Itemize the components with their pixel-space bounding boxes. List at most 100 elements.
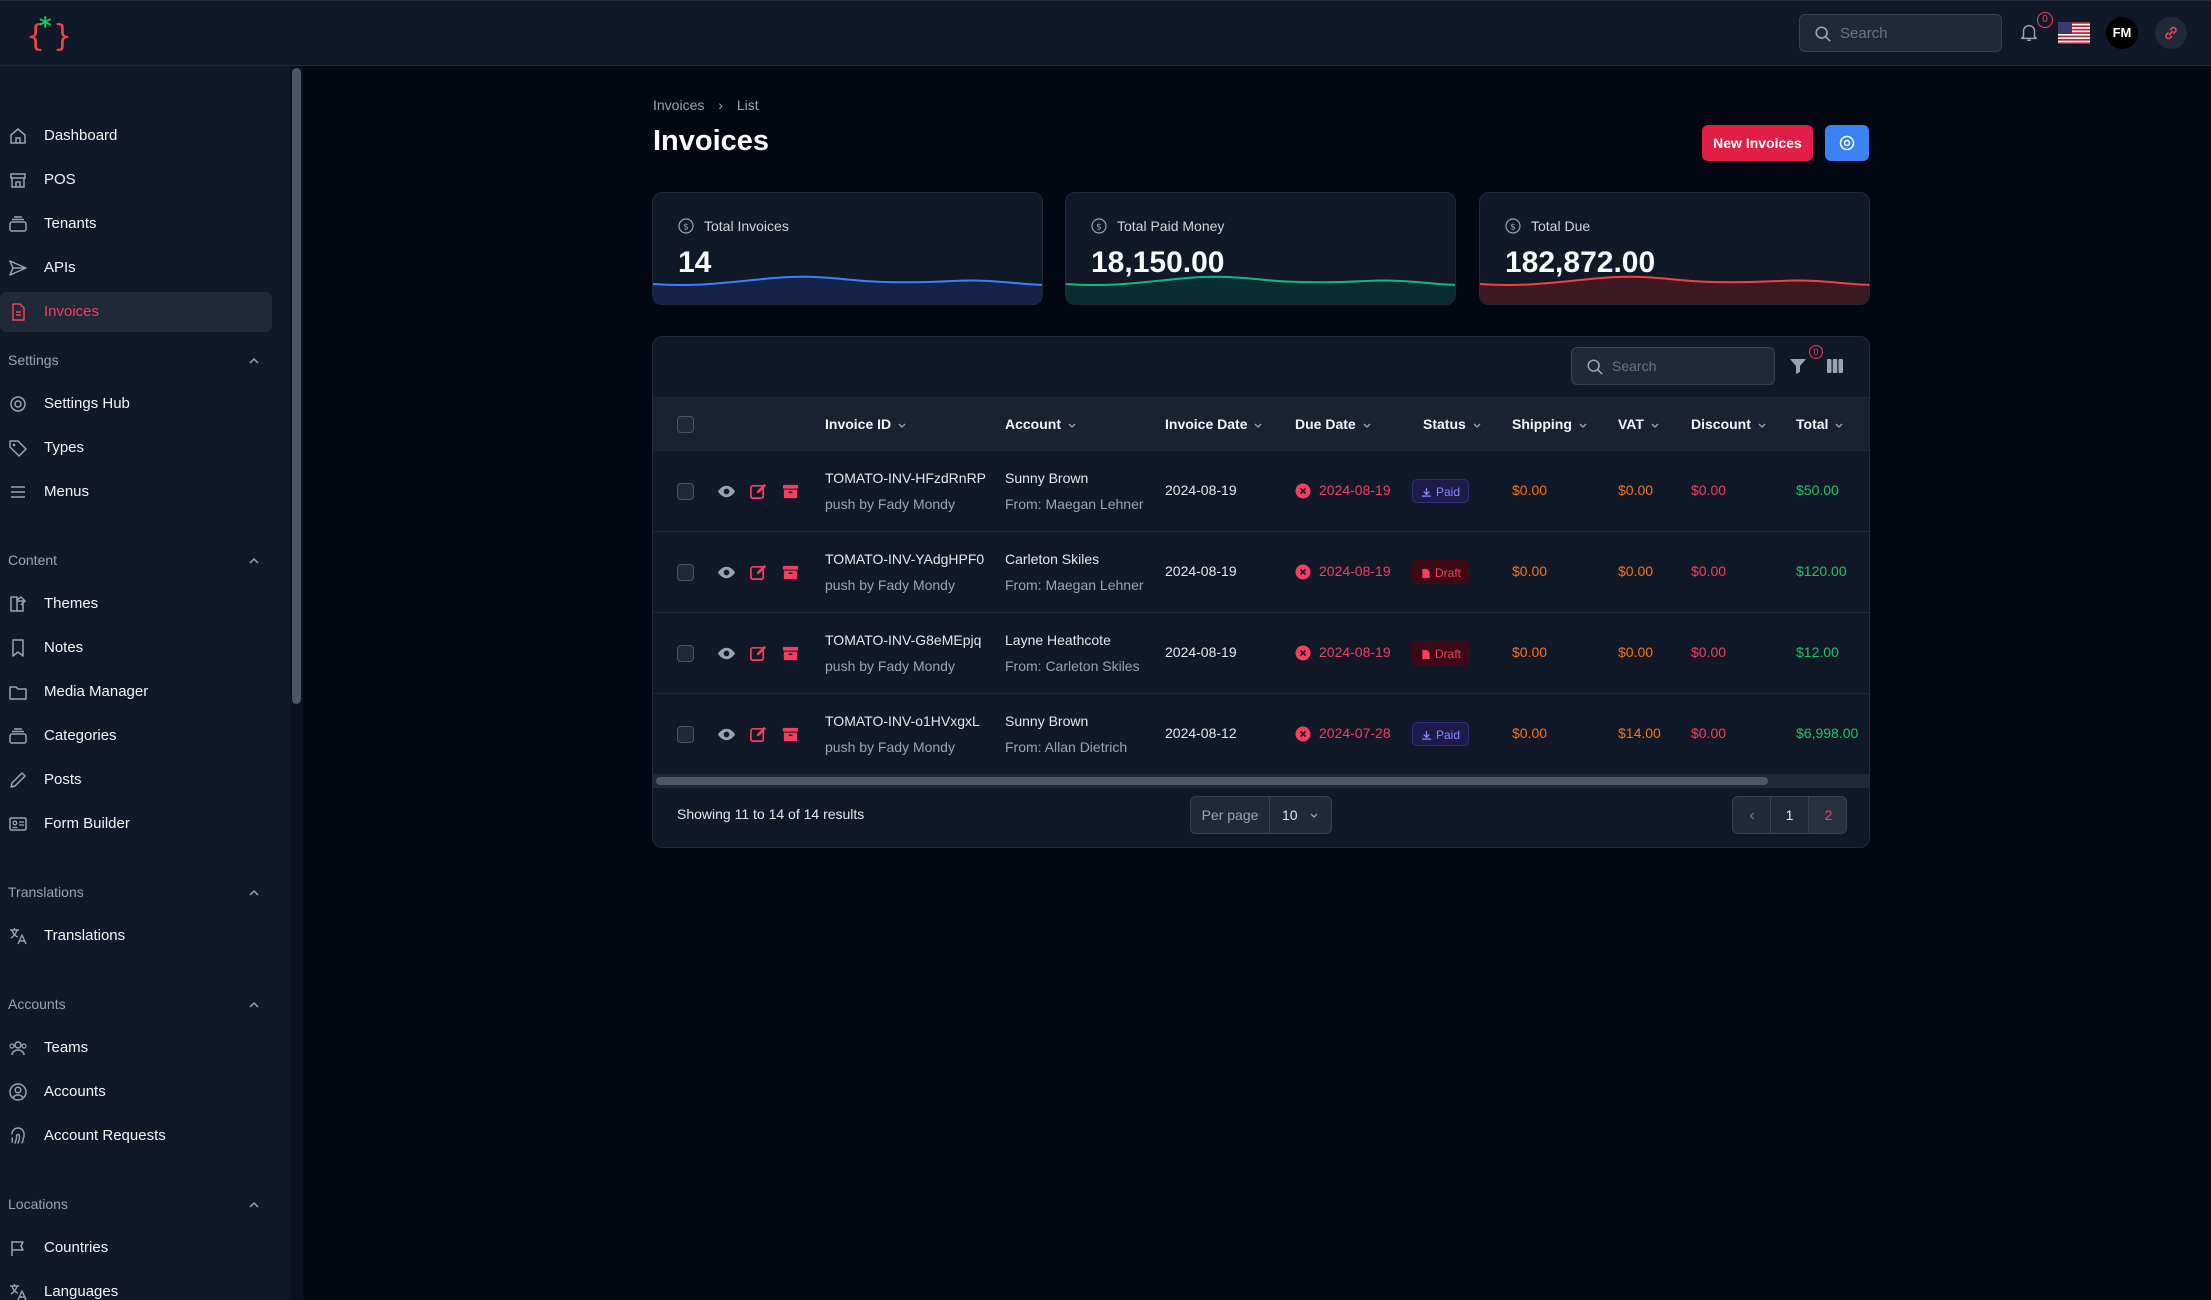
chevron-up-icon[interactable]	[247, 886, 261, 900]
sidebar-item-languages[interactable]: Languages	[0, 1272, 272, 1300]
download-icon	[1421, 730, 1432, 740]
us-flag-icon[interactable]	[2058, 22, 2090, 44]
stat-label: Total Due	[1531, 218, 1591, 234]
total-value: $120.00	[1796, 563, 1847, 579]
stack-icon	[9, 728, 27, 744]
sidebar-item-types[interactable]: Types	[0, 428, 272, 468]
invoice-id[interactable]: TOMATO-INV-o1HVxgxL	[825, 713, 980, 729]
sidebar-item-categories[interactable]: Categories	[0, 716, 272, 756]
sidebar-item-label: Types	[44, 439, 85, 456]
chevron-up-icon[interactable]	[247, 354, 261, 368]
eye-icon[interactable]	[717, 482, 736, 501]
invoice-id[interactable]: TOMATO-INV-YAdgHPF0	[825, 551, 985, 567]
edit-icon[interactable]	[749, 482, 768, 501]
stack-icon	[9, 216, 27, 232]
x-circle-icon	[1295, 564, 1311, 580]
edit-icon[interactable]	[749, 644, 768, 663]
invoice-id[interactable]: TOMATO-INV-G8eMEpjq	[825, 632, 982, 648]
sidebar-item-translations[interactable]: Translations	[0, 916, 272, 956]
edit-icon[interactable]	[749, 725, 768, 744]
table-search-input[interactable]	[1612, 348, 1767, 384]
column-header-account[interactable]: Account	[1005, 416, 1077, 432]
filter-icon[interactable]	[1788, 356, 1808, 376]
sparkline	[1480, 275, 1869, 304]
sidebar-item-dashboard[interactable]: Dashboard	[0, 116, 272, 156]
column-header-vat[interactable]: VAT	[1618, 416, 1660, 432]
table-horizontal-scrollbar[interactable]	[653, 774, 1869, 788]
sidebar: Dashboard POS Tenants APIs Invoices Sett…	[0, 66, 303, 1300]
invoice-id[interactable]: TOMATO-INV-HFzdRnRP	[825, 470, 987, 486]
archive-icon[interactable]	[781, 482, 800, 501]
logo[interactable]: { } *	[26, 13, 72, 53]
columns-icon[interactable]	[1825, 356, 1845, 376]
new-invoices-button[interactable]: New Invoices	[1702, 125, 1813, 161]
chevron-up-icon[interactable]	[247, 998, 261, 1012]
per-page-value[interactable]: 10	[1282, 807, 1298, 823]
select-all-checkbox[interactable]	[677, 416, 694, 433]
global-search[interactable]	[1799, 14, 2002, 52]
previous-page-button[interactable]	[1733, 797, 1771, 833]
page-title: Invoices	[653, 125, 770, 157]
svg-text:{: {	[26, 19, 45, 53]
row-checkbox[interactable]	[677, 645, 694, 662]
sidebar-item-posts[interactable]: Posts	[0, 760, 272, 800]
sidebar-item-account-requests[interactable]: Account Requests	[0, 1116, 272, 1156]
eye-icon[interactable]	[717, 563, 736, 582]
column-header-invoice-id[interactable]: Invoice ID	[825, 416, 907, 432]
scrollbar-thumb[interactable]	[656, 777, 1768, 785]
breadcrumb-root-link[interactable]: Invoices	[653, 97, 705, 113]
column-header-invoice-date[interactable]: Invoice Date	[1165, 416, 1263, 432]
flag-icon	[11, 1241, 24, 1256]
pushed-by: push by Fady Mondy	[825, 577, 955, 593]
page-button-1[interactable]: 1	[1771, 797, 1809, 833]
archive-icon[interactable]	[781, 563, 800, 582]
per-page-select[interactable]: Per page 10	[1190, 796, 1332, 834]
sidebar-item-accounts[interactable]: Accounts	[0, 1072, 272, 1112]
search-icon	[1815, 26, 1831, 42]
row-checkbox[interactable]	[677, 726, 694, 743]
user-avatar[interactable]: FM	[2106, 17, 2138, 49]
sidebar-scrollbar-thumb[interactable]	[292, 68, 301, 704]
document-icon	[12, 303, 25, 321]
column-header-status[interactable]: Status	[1423, 416, 1482, 432]
settings-button[interactable]	[1825, 125, 1869, 161]
users-icon	[9, 1041, 27, 1056]
sidebar-item-pos[interactable]: POS	[0, 160, 272, 200]
chevron-up-icon[interactable]	[247, 554, 261, 568]
column-header-discount[interactable]: Discount	[1691, 416, 1767, 432]
table-search[interactable]	[1571, 347, 1775, 385]
sidebar-item-notes[interactable]: Notes	[0, 628, 272, 668]
archive-icon[interactable]	[781, 725, 800, 744]
page-button-2[interactable]: 2	[1809, 797, 1846, 833]
discount-value: $0.00	[1691, 644, 1727, 660]
archive-icon[interactable]	[781, 644, 800, 663]
column-header-total[interactable]: Total	[1796, 416, 1844, 432]
row-checkbox[interactable]	[677, 483, 694, 500]
chevron-up-icon[interactable]	[247, 1198, 261, 1212]
sidebar-item-teams[interactable]: Teams	[0, 1028, 272, 1068]
sidebar-item-tenants[interactable]: Tenants	[0, 204, 272, 244]
sidebar-item-label: Media Manager	[44, 683, 149, 700]
sidebar-item-themes[interactable]: Themes	[0, 584, 272, 624]
global-search-input[interactable]	[1840, 15, 1995, 51]
link-button[interactable]	[2155, 17, 2187, 49]
stat-label: Total Paid Money	[1117, 218, 1225, 234]
sidebar-item-apis[interactable]: APIs	[0, 248, 272, 288]
column-header-shipping[interactable]: Shipping	[1512, 416, 1588, 432]
edit-icon[interactable]	[749, 563, 768, 582]
sidebar-item-media-manager[interactable]: Media Manager	[0, 672, 272, 712]
chevron-down-icon	[1310, 813, 1318, 818]
total-value: $6,998.00	[1796, 725, 1859, 741]
chevron-down-icon	[1255, 423, 1262, 429]
sidebar-item-countries[interactable]: Countries	[0, 1228, 272, 1268]
eye-icon[interactable]	[717, 725, 736, 744]
row-checkbox[interactable]	[677, 564, 694, 581]
bell-icon[interactable]	[2018, 21, 2040, 43]
column-header-due-date[interactable]: Due Date	[1295, 416, 1372, 432]
sidebar-item-menus[interactable]: Menus	[0, 472, 272, 512]
sidebar-item-form-builder[interactable]: Form Builder	[0, 804, 272, 844]
send-icon	[9, 260, 27, 276]
sidebar-item-invoices[interactable]: Invoices	[0, 292, 272, 332]
sidebar-item-settings-hub[interactable]: Settings Hub	[0, 384, 272, 424]
eye-icon[interactable]	[717, 644, 736, 663]
